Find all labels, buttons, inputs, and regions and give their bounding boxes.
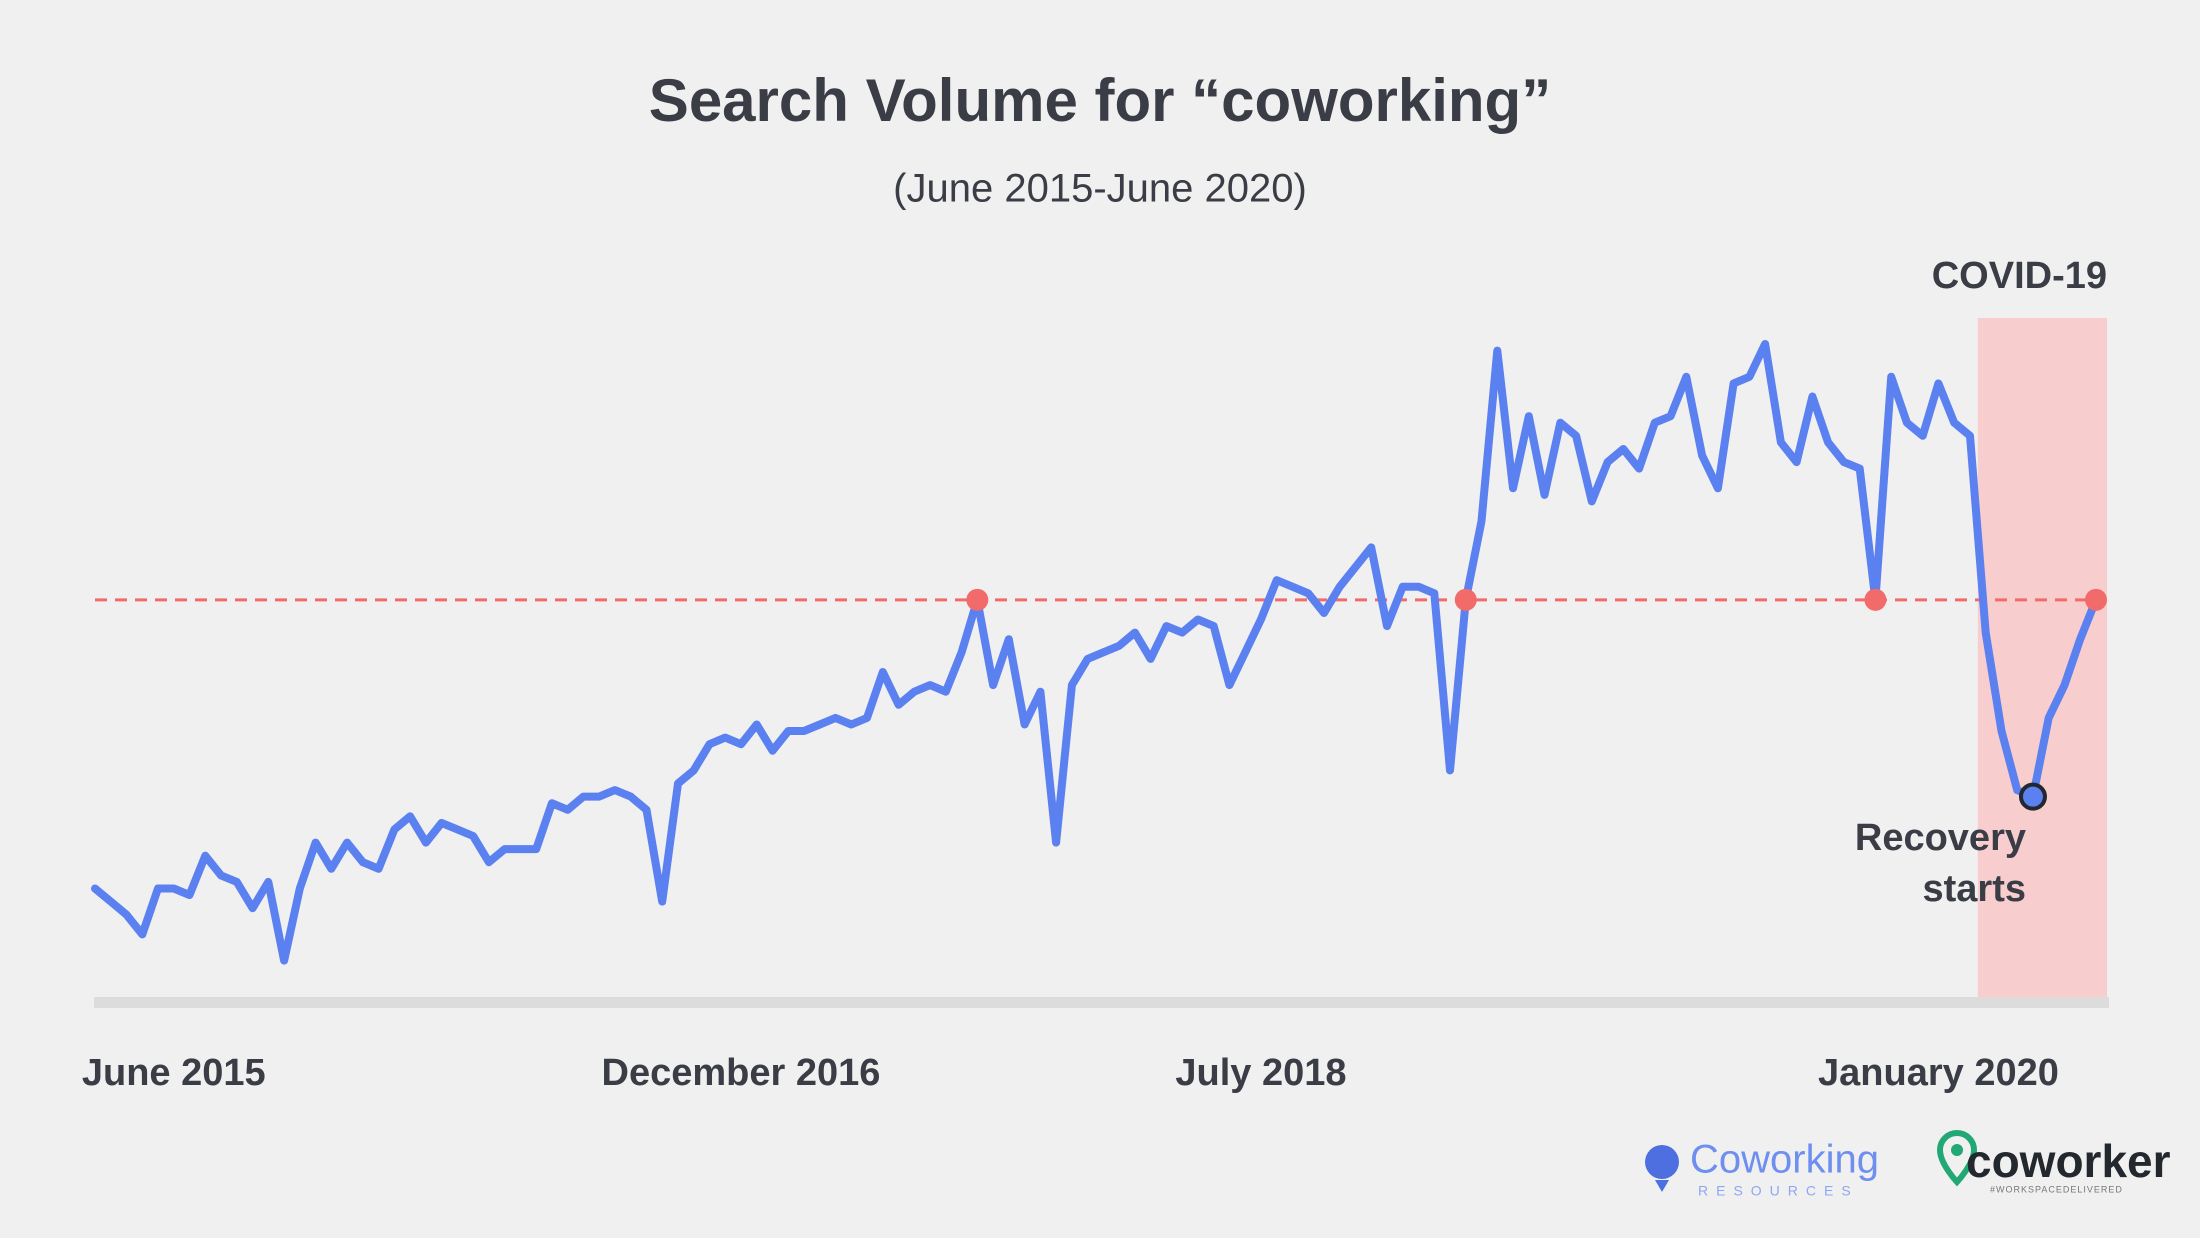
logo-text: Coworking [1690,1138,1879,1182]
chart-title: Search Volume for “coworking” [649,67,1551,134]
logo-globe-stand [1655,1180,1669,1192]
x-tick-label: January 2020 [1818,1052,2059,1094]
x-tick-label: July 2018 [1175,1052,1346,1094]
x-axis-baseline [94,997,2109,1008]
reference-point [966,588,989,611]
covid-region [1977,318,2108,998]
shade-layer [1977,318,2108,998]
annotation-text: Recovery [1855,817,2026,859]
region-label: COVID-19 [1932,255,2107,297]
logo-globe [1645,1145,1679,1179]
reference-point [2085,588,2107,611]
chart-subtitle: (June 2015-June 2020) [893,167,1307,211]
logo-pin [1936,1130,1978,1187]
recovery-point [2018,782,2047,811]
logo-subtext: #WORKSPACEDELIVERED [1990,1184,2123,1194]
logo-subtext: RESOURCES [1698,1183,1859,1199]
reference-point [1454,588,1477,611]
logo-text: coworker [1966,1135,2171,1187]
x-tick-label: June 2015 [82,1052,266,1094]
reference-point [1864,588,1887,611]
logo-pin-dot [1951,1144,1963,1156]
x-tick-label: December 2016 [602,1052,881,1094]
data-line [91,340,2100,965]
annotation-text: starts [1923,868,2027,910]
